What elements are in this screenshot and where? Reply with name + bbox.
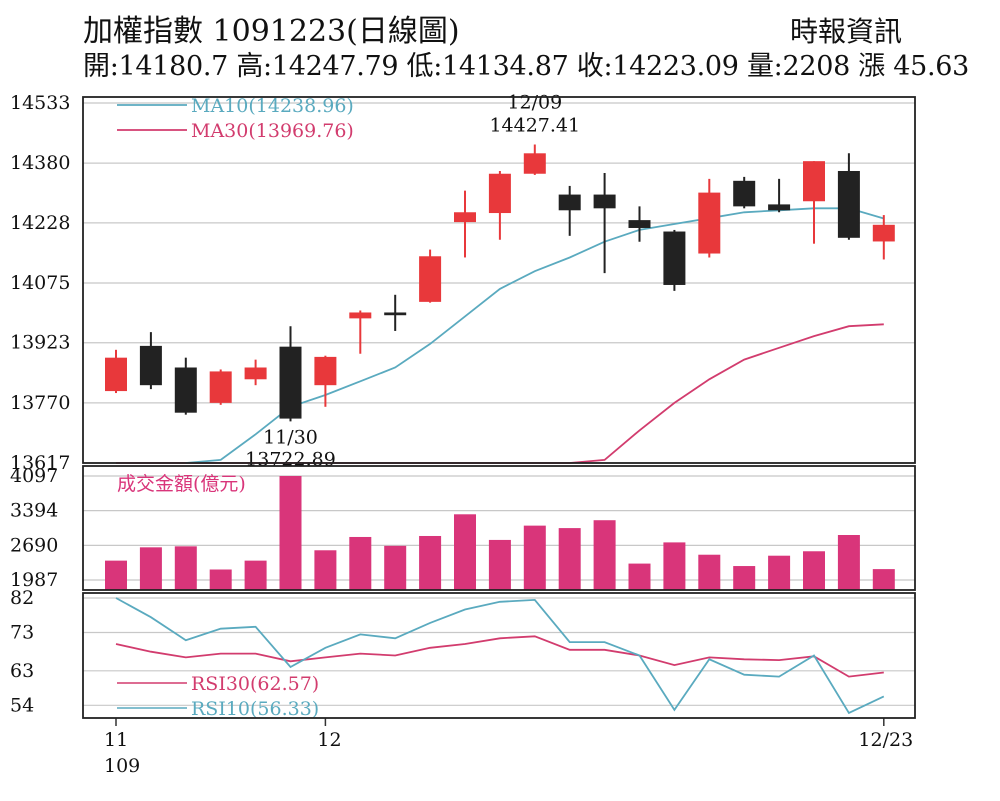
volume-bar xyxy=(419,535,442,590)
candle-up xyxy=(244,367,267,380)
x-tick-label: 109 xyxy=(104,755,140,777)
candle-up xyxy=(698,192,721,254)
panel-frame xyxy=(82,592,916,719)
ohlc-summary: 開:14180.7 高:14247.79 低:14134.87 收:14223.… xyxy=(83,51,970,82)
1-tick-label: 3394 xyxy=(10,500,58,522)
0-tick-label: 14228 xyxy=(10,212,70,234)
volume-bar xyxy=(837,534,860,590)
volume-bar xyxy=(768,555,791,590)
rsi10-line xyxy=(115,597,885,715)
panel-frame xyxy=(82,465,916,591)
candle-up xyxy=(488,173,511,214)
volume-bar xyxy=(139,547,162,590)
volume-bar xyxy=(314,550,337,590)
2-tick-label: 63 xyxy=(10,660,34,682)
volume-bar xyxy=(872,569,895,590)
volume-bar xyxy=(349,536,372,590)
1-tick-label: 4097 xyxy=(10,465,58,487)
volume-bar xyxy=(593,520,616,590)
x-tick-label: 11 xyxy=(104,729,128,751)
candle-down xyxy=(279,346,302,419)
panel-frames xyxy=(82,96,916,726)
volume-bar xyxy=(733,566,756,590)
candle-up xyxy=(803,161,825,202)
candle-up xyxy=(419,256,442,302)
annotation-date: 11/30 xyxy=(263,426,318,448)
x-tick-label: 12/23 xyxy=(858,729,913,751)
grid-layer xyxy=(83,102,915,706)
2-tick-label: 73 xyxy=(10,622,34,644)
candle-down xyxy=(663,231,686,285)
candle-down xyxy=(558,194,581,211)
0-tick-label: 14075 xyxy=(10,272,70,294)
2-tick-label: 54 xyxy=(10,694,34,716)
candle-up xyxy=(105,357,127,392)
candle-up xyxy=(872,224,895,242)
candle-down xyxy=(384,312,407,316)
candle-up xyxy=(209,371,232,403)
candle-down xyxy=(139,345,162,386)
candle-down xyxy=(174,367,197,413)
volume-bar xyxy=(558,528,581,590)
volume-bar xyxy=(384,545,407,590)
rsi10-legend-label: RSI10(56.33) xyxy=(191,698,319,720)
0-tick-label: 13923 xyxy=(10,332,70,354)
annotation-value: 14427.41 xyxy=(489,114,580,136)
candle-down xyxy=(628,220,651,228)
1-tick-label: 2690 xyxy=(10,534,58,556)
volume-bar xyxy=(209,569,232,590)
rsi30-line xyxy=(115,635,884,678)
volume-bar xyxy=(698,554,721,590)
volume-bar xyxy=(663,542,686,590)
chart-title: 加權指數 1091223(日線圖) xyxy=(83,14,460,49)
candle-up xyxy=(314,356,337,386)
annotation-value: 13722.89 xyxy=(245,448,336,470)
data-source: 時報資訊 xyxy=(790,15,903,48)
0-tick-label: 14380 xyxy=(10,152,70,174)
volume-bar xyxy=(803,551,825,590)
volume-bar xyxy=(105,560,127,590)
0-tick-label: 14533 xyxy=(10,92,70,114)
0-tick-label: 13617 xyxy=(10,452,70,474)
volume-panel: 成交金額(億元) xyxy=(105,473,895,590)
candle-up xyxy=(349,312,372,319)
price-panel: MA10(14238.96) MA30(13969.76) 12/0914427.4… xyxy=(105,91,895,470)
1-tick-label: 1987 xyxy=(10,569,58,591)
ma10-legend-label: MA10(14238.96) xyxy=(191,95,354,117)
annotation-date: 12/09 xyxy=(507,91,562,113)
volume-bar xyxy=(488,539,511,590)
volume-bar xyxy=(174,546,197,590)
candle-down xyxy=(733,180,756,207)
2-tick-label: 82 xyxy=(10,587,34,609)
panel-frame xyxy=(82,96,916,464)
volume-bar xyxy=(523,525,546,590)
volume-bar xyxy=(244,560,267,590)
rsi-panel: RSI30(62.57) RSI10(56.33) xyxy=(115,597,885,720)
volume-bar xyxy=(628,563,651,590)
candle-down xyxy=(837,170,860,238)
volume-title: 成交金額(億元) xyxy=(117,473,246,495)
rsi30-legend-label: RSI30(62.57) xyxy=(191,673,319,695)
volume-bar xyxy=(279,476,302,590)
candle-up xyxy=(454,212,476,223)
candle-down xyxy=(593,194,616,209)
ma30-legend-label: MA30(13969.76) xyxy=(191,120,354,142)
volume-bar xyxy=(454,514,476,590)
0-tick-label: 13770 xyxy=(10,392,70,414)
candle-down xyxy=(768,204,791,211)
candle-up xyxy=(523,153,546,174)
ma10-line xyxy=(185,207,885,464)
x-tick-label: 12 xyxy=(317,729,341,751)
